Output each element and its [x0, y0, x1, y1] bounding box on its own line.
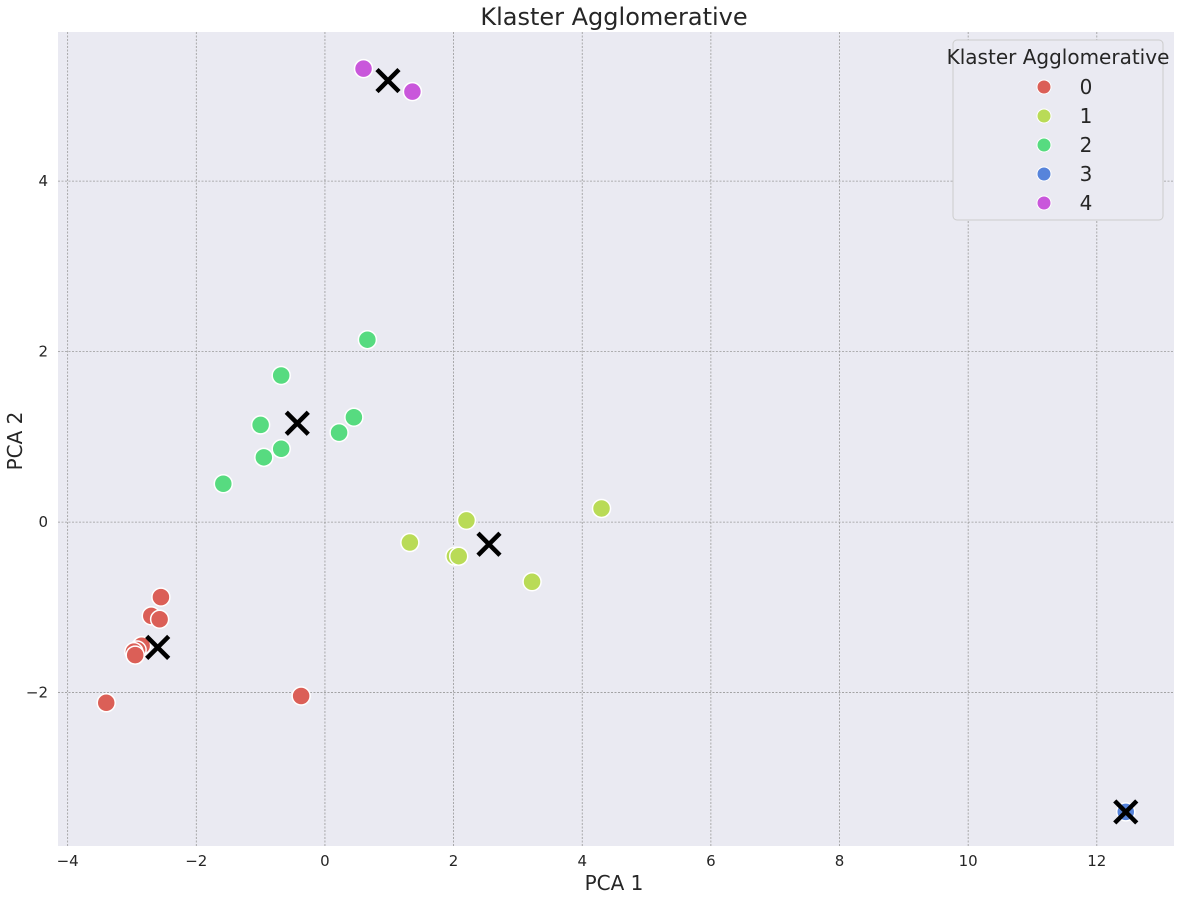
x-tick-label: 2 — [449, 852, 459, 870]
data-point-cluster-0 — [151, 587, 171, 607]
data-point-cluster-1 — [591, 498, 612, 519]
y-tick-label: 4 — [38, 172, 48, 190]
data-point-cluster-1 — [456, 510, 477, 531]
legend-label-4: 4 — [1080, 191, 1093, 215]
legend-box — [952, 39, 1164, 221]
x-tick-label: 6 — [706, 852, 716, 870]
legend-marker-0 — [1036, 79, 1052, 95]
data-point-cluster-0 — [149, 609, 170, 630]
data-point-cluster-0 — [96, 693, 116, 713]
legend-marker-2 — [1036, 137, 1052, 153]
legend: Klaster Agglomerative 0 1 2 3 4 — [947, 39, 1170, 221]
chart-title: Klaster Agglomerative — [480, 3, 747, 31]
data-point-cluster-0 — [125, 645, 145, 665]
data-point-cluster-2 — [357, 329, 378, 350]
legend-title: Klaster Agglomerative — [947, 45, 1170, 69]
data-point-cluster-2 — [271, 439, 291, 459]
legend-items: 0 1 2 3 4 — [1036, 75, 1093, 215]
y-tick-label: −2 — [26, 684, 48, 702]
x-tick-label: 10 — [959, 852, 978, 870]
x-tick-labels: −4 −2 0 2 4 6 8 10 12 — [57, 852, 1107, 870]
x-tick-label: 0 — [320, 852, 330, 870]
centroid-marker — [145, 634, 171, 660]
data-point-cluster-2 — [254, 447, 274, 468]
centroid-marker — [476, 531, 502, 557]
data-point-cluster-1 — [400, 532, 420, 553]
x-tick-label: −2 — [185, 852, 207, 870]
data-point-cluster-0 — [291, 686, 311, 706]
x-tick-label: 12 — [1087, 852, 1106, 870]
centroid-marker — [375, 67, 401, 94]
y-tick-label: 2 — [38, 343, 48, 361]
data-point-cluster-2 — [344, 407, 364, 428]
data-point-cluster-1 — [522, 572, 542, 592]
centroid-marker — [1113, 799, 1139, 825]
data-point-cluster-4 — [353, 58, 374, 79]
data-point-cluster-1 — [448, 546, 469, 566]
legend-label-3: 3 — [1080, 162, 1093, 186]
legend-marker-4 — [1036, 195, 1052, 211]
data-point-cluster-2 — [250, 415, 271, 435]
legend-marker-1 — [1036, 108, 1052, 124]
y-tick-labels: −2 0 2 4 — [26, 172, 48, 701]
legend-label-1: 1 — [1080, 104, 1093, 128]
centroid-markers — [145, 67, 1139, 825]
data-point-cluster-2 — [213, 473, 234, 494]
grid-lines — [58, 32, 1174, 846]
data-point-cluster-4 — [402, 81, 423, 102]
data-points — [96, 58, 1136, 822]
legend-marker-3 — [1036, 166, 1052, 182]
data-point-cluster-2 — [271, 365, 291, 386]
y-tick-label: 0 — [38, 513, 48, 531]
x-tick-label: −4 — [57, 852, 79, 870]
x-tick-label: 4 — [577, 852, 587, 870]
legend-label-0: 0 — [1080, 75, 1093, 99]
legend-label-2: 2 — [1080, 133, 1093, 157]
y-axis-label: PCA 2 — [3, 412, 27, 471]
x-axis-label: PCA 1 — [585, 871, 644, 895]
data-point-cluster-2 — [329, 422, 349, 443]
x-tick-label: 8 — [835, 852, 845, 870]
centroid-marker — [284, 410, 310, 436]
